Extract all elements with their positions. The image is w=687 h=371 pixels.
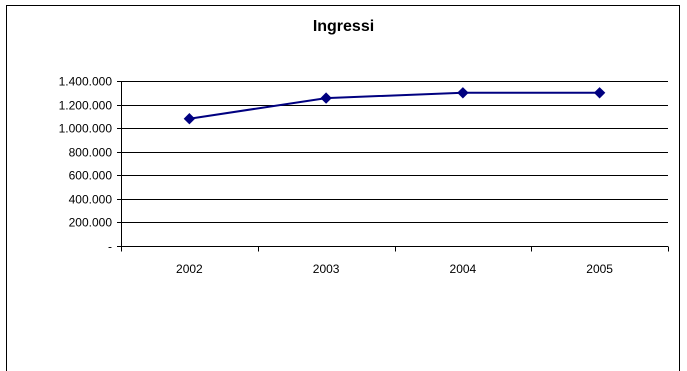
y-tick-label: 600.000 <box>69 169 113 183</box>
data-point-marker <box>183 112 196 125</box>
y-tick-label: 1.400.000 <box>59 75 113 89</box>
y-tick-label: 1.200.000 <box>59 99 113 113</box>
data-point-marker <box>320 92 332 104</box>
y-tick-label: 1.000.000 <box>59 122 113 136</box>
chart-title: Ingressi <box>312 18 375 35</box>
x-tick-label: 2003 <box>313 262 340 276</box>
series-group <box>183 87 606 125</box>
x-tick-labels: 2002 2003 2004 2005 <box>176 262 613 276</box>
y-tick-labels: - 200.000 400.000 600.000 800.000 1.000.000 1.… <box>59 75 113 254</box>
y-tick-label: 800.000 <box>69 146 113 160</box>
gridlines <box>121 81 668 223</box>
x-tick-label: 2005 <box>586 262 613 276</box>
data-point-marker <box>457 87 469 99</box>
x-tick-label: 2004 <box>450 262 477 276</box>
series-line <box>189 91 600 120</box>
axes <box>117 81 669 252</box>
x-tick-label: 2002 <box>176 262 203 276</box>
y-tick-label: 200.000 <box>69 216 113 230</box>
y-tick-label: 400.000 <box>69 193 113 207</box>
y-tick-label: - <box>108 240 112 254</box>
chart-frame <box>6 5 680 371</box>
data-point-marker <box>593 87 606 99</box>
